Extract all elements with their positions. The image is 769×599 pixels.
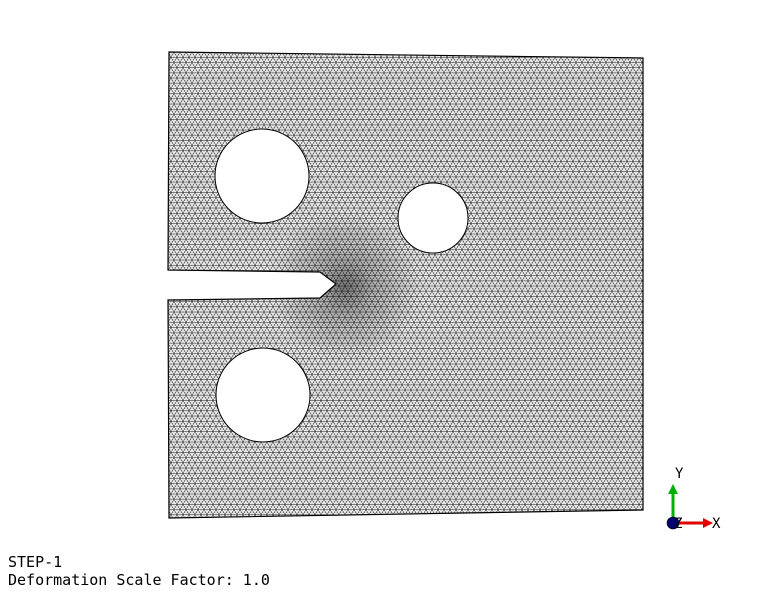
hole-upper-left [214,128,310,224]
z-axis-label: Z [674,516,682,532]
status-text: STEP-1 Deformation Scale Factor: 1.0 [8,553,270,589]
axis-triad: Y X Z [666,466,721,532]
hole-lower-left [215,347,311,443]
part-outline [167,51,644,519]
y-axis-label: Y [675,466,684,482]
deformation-scale-label: Deformation Scale Factor: 1.0 [8,571,270,589]
z-axis-dot [666,516,680,530]
mesh-body [160,45,650,525]
y-arrowhead [668,484,678,494]
crack-tip-refinement [270,211,420,361]
x-axis-label: X [712,516,721,532]
hole-right [397,182,469,254]
step-label: STEP-1 [8,553,63,571]
x-arrowhead [703,518,713,528]
